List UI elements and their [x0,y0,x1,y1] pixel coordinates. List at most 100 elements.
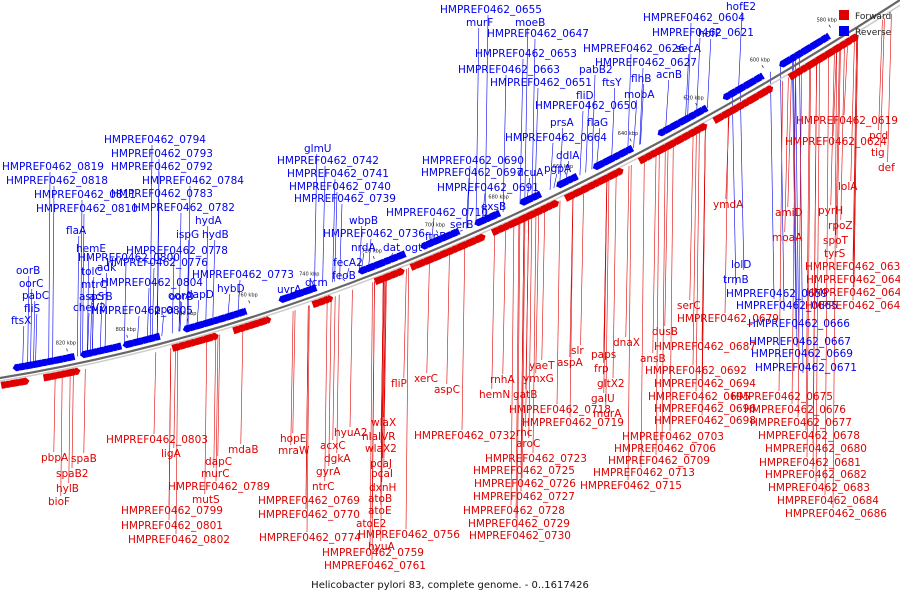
leader-line [173,346,176,449]
leader-line [359,225,363,273]
gene-label: hemE [76,243,106,255]
reverse-gene-arrow [565,175,574,184]
gene-label: HMPREF0462_0715 [580,480,682,492]
forward-gene-arrow [171,343,182,352]
gene-label: HMPREF0462_0675 [731,391,833,403]
gene-label: HMPREF0462_0697 [421,167,523,179]
leader-line [204,338,208,495]
leader-line [692,130,697,366]
gene-label: serC [677,300,701,312]
forward-gene-arrow [637,155,648,165]
leader-line [559,127,564,186]
leader-line [68,372,71,484]
tick-mark [126,334,128,338]
forward-gene-arrow [465,237,478,248]
leader-line [853,35,858,288]
gene-label: HMPREF0462_0793 [111,148,213,160]
gene-label: secA [676,43,702,55]
gene-label: HMPREF0462_0671 [755,362,857,374]
leader-line [382,277,386,459]
reverse-gene-arrow [94,346,105,355]
reverse-gene-arrow [278,293,292,303]
gene-label: pcaI [371,468,393,480]
leader-line [178,300,182,332]
leader-line [328,297,332,467]
gene-label: ogt [405,242,422,254]
gene-label: acnB [656,69,682,81]
gene-label: wbpB [349,215,378,227]
leader-line [22,325,25,368]
leader-line [305,305,309,510]
leader-line [465,177,470,229]
gene-label: ymxG [523,373,554,385]
gene-label: HMPREF0462_0709 [608,455,710,467]
gene-label: HMPREF0462_0678 [758,430,860,442]
gene-label: HMPREF0462_0703 [622,431,724,443]
tick-label: 600 kbp [750,58,770,64]
leader-line [237,279,241,315]
reverse-gene-arrow [430,235,443,246]
forward-gene-arrow [257,317,270,327]
leader-line [48,171,51,363]
gene-label: HMPREF0462_0801 [121,520,223,532]
leader-line [502,226,506,375]
gene-label: hyuA2 [334,427,367,439]
tick-mark [761,64,764,68]
leader-line [212,239,216,322]
leader-line [843,41,848,116]
reverse-gene-arrow [89,348,98,356]
tick-label: 800 kbp [116,327,136,333]
leader-line [147,287,150,341]
gene-label: glmU [304,143,332,155]
leader-line [431,217,435,244]
reverse-gene-arrow [722,92,731,101]
gene-label: HMPREF0462_0740 [289,181,391,193]
leader-line [87,253,90,355]
leader-line [633,99,638,149]
gene-label: HMPREF0462_0627 [595,57,697,69]
gene-label: HMPREF0462_0710 [386,207,488,219]
leader-line [196,299,200,327]
gene-label: moaA [772,232,803,244]
tick-mark [629,138,632,142]
gene-label: hylB [56,483,79,495]
leader-line [553,173,558,189]
gene-label: HMPREF0462_0727 [473,491,575,503]
gene-label: HMPREF0462_0736 [323,228,425,240]
gene-label: nlaIVR [362,431,396,443]
leader-line [579,110,584,176]
reverse-gene-arrow [70,353,76,361]
tick-label: 820 kbp [56,341,76,347]
reverse-gene-arrow [80,349,93,359]
leader-line [556,200,561,405]
leader-line [852,35,857,301]
forward-gene-arrow [550,199,559,209]
gene-label: HMPREF0462_0729 [468,518,570,530]
leader-line [30,288,33,366]
legend-reverse-swatch [839,26,849,36]
gene-label: HMPREF0462_0739 [294,193,396,205]
gene-label: HMPREF0462_0799 [121,505,223,517]
leader-line [82,213,85,356]
leader-line [322,165,326,286]
leader-line [484,14,489,221]
leader-line [625,166,630,338]
forward-gene-arrow [794,67,804,77]
gene-label: HMPREF0462_0690 [422,155,524,167]
tick-mark [564,171,567,175]
forward-gene-arrow [413,258,427,269]
forward-gene-arrow [746,93,760,105]
leader-line [153,352,157,435]
gene-label: lolD [731,259,751,271]
leader-line [80,199,83,356]
gene-label: spaB [71,453,97,465]
leader-line [805,64,810,431]
gene-label: moeB [515,17,545,29]
leader-line [591,74,596,170]
reverse-gene-arrow [742,77,757,89]
leader-line [669,142,674,432]
leader-line [52,185,55,362]
gene-label: xerC [414,373,438,385]
gene-label: HMPREF0462_0651 [490,77,592,89]
